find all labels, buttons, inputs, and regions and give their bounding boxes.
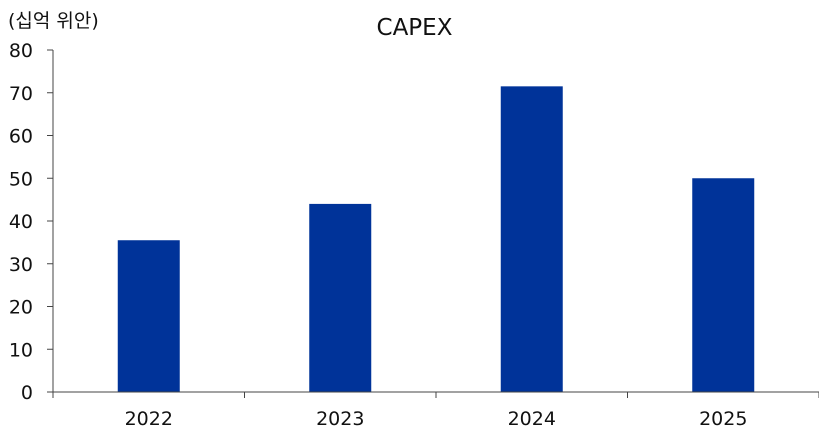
x-tick-label: 2025	[699, 408, 747, 430]
y-tick-label: 10	[9, 339, 33, 361]
bar-2024	[500, 86, 563, 393]
y-tick-label: 70	[9, 83, 33, 105]
y-axis-unit-label: (십억 위안)	[8, 10, 99, 32]
y-tick-label: 40	[9, 211, 33, 233]
bar-series	[117, 86, 755, 393]
y-tick-label: 20	[9, 297, 33, 319]
bar-2022	[117, 240, 180, 392]
y-tick-label: 60	[9, 126, 33, 148]
x-tick-label: 2024	[508, 408, 556, 430]
x-tick-label: 2022	[125, 408, 173, 430]
y-tick-label: 30	[9, 254, 33, 276]
y-tick-label: 80	[9, 40, 33, 62]
y-axis-ticks: 0 10 20 30 40 50 60 70 80	[9, 40, 53, 404]
chart-title: CAPEX	[376, 15, 453, 41]
y-tick-label: 50	[9, 168, 33, 190]
x-tick-label: 2023	[316, 408, 364, 430]
bar-2025	[692, 178, 755, 392]
y-tick-label: 0	[21, 382, 33, 404]
bar-2023	[309, 203, 372, 392]
x-axis-ticks: 2022 2023 2024 2025	[52, 392, 819, 430]
